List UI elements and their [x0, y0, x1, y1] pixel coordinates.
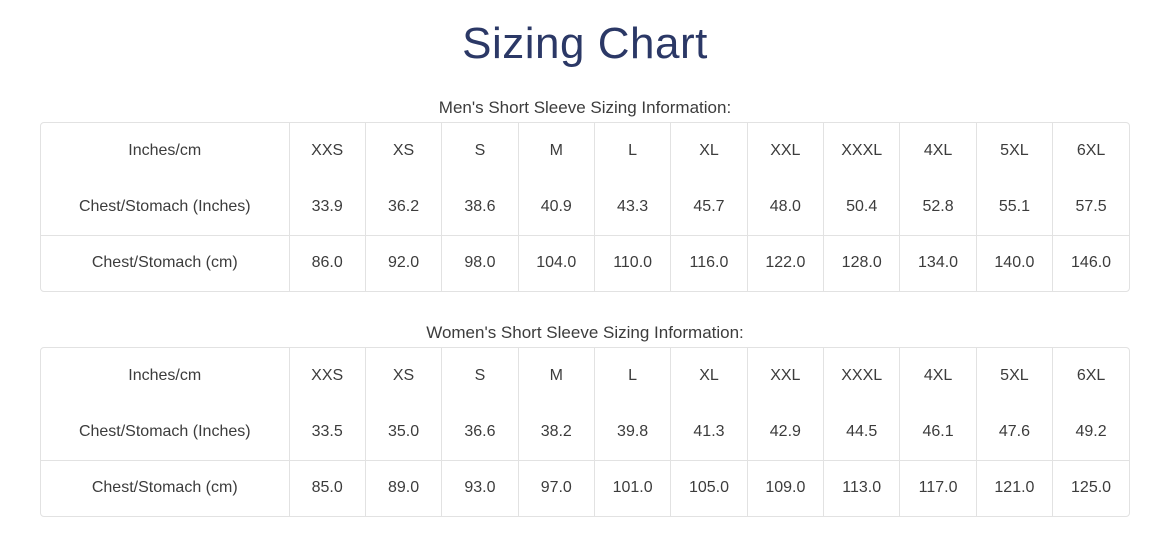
row-label: Chest/Stomach (Inches) [41, 404, 290, 461]
size-column-header: L [594, 123, 672, 179]
womens-sizing-table: Inches/cm XXS XS S M L XL XXL XXXL 4XL 5XL 6XL Chest… [41, 348, 1129, 516]
size-value-cell: 40.9 [518, 179, 595, 236]
size-value-cell: 128.0 [823, 235, 901, 291]
size-value-cell: 52.8 [899, 179, 977, 236]
size-value-cell: 121.0 [976, 460, 1054, 516]
size-column-header: S [441, 123, 519, 179]
size-value-cell: 146.0 [1071, 254, 1112, 272]
womens-table-wrap: Inches/cm XXS XS S M L XL XXL XXXL 4XL 5XL 6XL Chest… [40, 347, 1130, 517]
size-column-header: XXL [747, 348, 825, 404]
size-value-cell: 140.0 [976, 235, 1054, 291]
size-value-cell: 43.3 [594, 179, 672, 236]
womens-table-caption: Women's Short Sleeve Sizing Information: [426, 323, 744, 342]
size-value-cell: 86.0 [289, 235, 366, 291]
row-label: Chest/Stomach (Inches) [41, 179, 290, 236]
size-value-cell: 33.5 [289, 404, 366, 461]
size-value-cell: 113.0 [823, 460, 901, 516]
size-value-cell: 35.0 [365, 404, 443, 461]
mens-table-caption: Men's Short Sleeve Sizing Information: [438, 98, 732, 117]
size-column-header: 6XL [1076, 367, 1106, 384]
page-title: Sizing Chart [462, 19, 708, 68]
size-value-cell: 47.6 [976, 404, 1054, 461]
size-value-cell: 92.0 [365, 235, 443, 291]
size-value-cell: 110.0 [594, 235, 672, 291]
size-column-header: XS [365, 123, 443, 179]
size-value-cell: 89.0 [365, 460, 443, 516]
table-row: Chest/Stomach (Inches) 33.9 36.2 38.6 40.9 43… [41, 179, 1129, 236]
mens-sizing-table: Inches/cm XXS XS S M L XL XXL XXXL 4XL 5XL 6XL Chest… [41, 123, 1129, 291]
row-label: Chest/Stomach (cm) [41, 460, 290, 516]
unit-column-header: Inches/cm [41, 123, 290, 179]
size-value-cell: 57.5 [1052, 179, 1129, 236]
size-value-cell: 48.0 [747, 179, 825, 236]
size-column-header: XS [365, 348, 443, 404]
size-value-cell: 116.0 [670, 235, 748, 291]
size-value-cell: 93.0 [441, 460, 519, 516]
size-value-cell: 33.9 [289, 179, 366, 236]
size-column-header: XXS [289, 348, 366, 404]
size-value-cell: 109.0 [747, 460, 825, 516]
size-column-header: XXXL [823, 123, 901, 179]
size-column-header: L [594, 348, 672, 404]
size-column-header: XL [670, 348, 748, 404]
size-column-header: 4XL [899, 123, 977, 179]
womens-sizing-section: Women's Short Sleeve Sizing Information:… [40, 323, 1130, 517]
size-column-header: 5XL [976, 348, 1054, 404]
row-label: Chest/Stomach (cm) [41, 235, 290, 291]
size-value-cell: 42.9 [747, 404, 825, 461]
size-value-cell: 36.2 [365, 179, 443, 236]
size-value-cell: 38.2 [518, 404, 595, 461]
size-value-cell: 36.6 [441, 404, 519, 461]
size-value-cell: 122.0 [747, 235, 825, 291]
size-value-cell: 55.1 [976, 179, 1054, 236]
header-row: Inches/cm XXS XS S M L XL XXL XXXL 4XL 5XL 6XL [41, 348, 1129, 404]
size-column-header: M [518, 123, 595, 179]
size-column-header: 6XL [1076, 142, 1106, 159]
size-column-header: S [441, 348, 519, 404]
size-value-cell: 117.0 [899, 460, 977, 516]
size-column-header: 4XL [899, 348, 977, 404]
size-value-cell: 39.8 [594, 404, 672, 461]
size-value-cell: 38.6 [441, 179, 519, 236]
size-value-cell: 85.0 [289, 460, 366, 516]
size-column-header: XL [670, 123, 748, 179]
size-column-header: M [518, 348, 595, 404]
size-value-cell: 125.0 [1071, 479, 1112, 497]
size-value-cell: 104.0 [518, 235, 595, 291]
mens-sizing-section: Men's Short Sleeve Sizing Information: I… [40, 98, 1130, 292]
size-value-cell: 101.0 [594, 460, 672, 516]
size-column-header: XXL [747, 123, 825, 179]
table-row: Chest/Stomach (cm) 85.0 89.0 93.0 97.0 101.0 1… [41, 460, 1129, 516]
sizing-chart-page: Sizing Chart Men's Short Sleeve Sizing I… [0, 18, 1152, 550]
size-value-cell: 97.0 [518, 460, 595, 516]
size-value-cell: 41.3 [670, 404, 748, 461]
size-value-cell: 49.2 [1052, 404, 1129, 461]
size-column-header: 5XL [976, 123, 1054, 179]
size-value-cell: 134.0 [899, 235, 977, 291]
size-column-header: XXS [289, 123, 366, 179]
size-column-header: XXXL [823, 348, 901, 404]
size-value-cell: 46.1 [899, 404, 977, 461]
mens-table-wrap: Inches/cm XXS XS S M L XL XXL XXXL 4XL 5XL 6XL Chest… [40, 122, 1130, 292]
size-value-cell: 105.0 [670, 460, 748, 516]
unit-column-header: Inches/cm [41, 348, 290, 404]
header-row: Inches/cm XXS XS S M L XL XXL XXXL 4XL 5XL 6XL [41, 123, 1129, 179]
table-row: Chest/Stomach (Inches) 33.5 35.0 36.6 38.2 39… [41, 404, 1129, 461]
size-value-cell: 44.5 [823, 404, 901, 461]
size-value-cell: 45.7 [670, 179, 748, 236]
size-value-cell: 98.0 [441, 235, 519, 291]
table-row: Chest/Stomach (cm) 86.0 92.0 98.0 104.0 110.0… [41, 235, 1129, 291]
size-value-cell: 50.4 [823, 179, 901, 236]
